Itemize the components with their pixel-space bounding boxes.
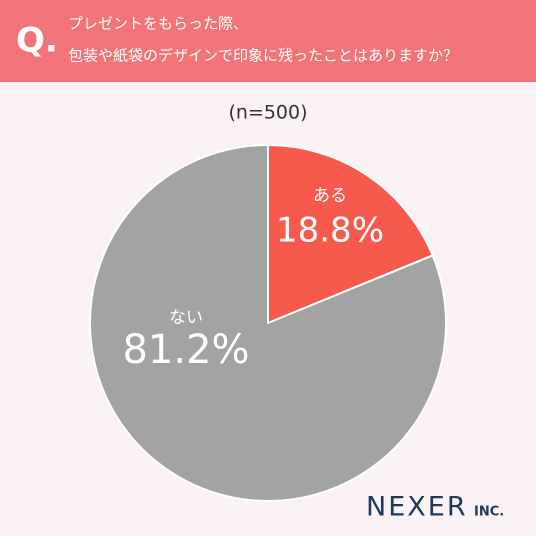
chart-title: プレゼントをもらった際、 (68, 15, 248, 33)
header-band (0, 0, 536, 82)
pie-slice (267, 143, 434, 325)
chart-title: 包装や紙袋のデザインで印象に残ったことはありますか？ (68, 47, 458, 65)
question-mark: Q. (16, 21, 58, 61)
chart-subtitle: (n=500) (228, 102, 307, 124)
category-label: ない (169, 308, 203, 328)
value-label: 18.8% (276, 211, 384, 251)
category-label: ある (313, 186, 347, 206)
pie (89, 143, 447, 502)
pie-slice (89, 143, 447, 502)
logo-name: NEXER (366, 492, 468, 523)
value-label: 81.2% (122, 327, 249, 373)
logo-suffix: INC. (474, 505, 504, 520)
